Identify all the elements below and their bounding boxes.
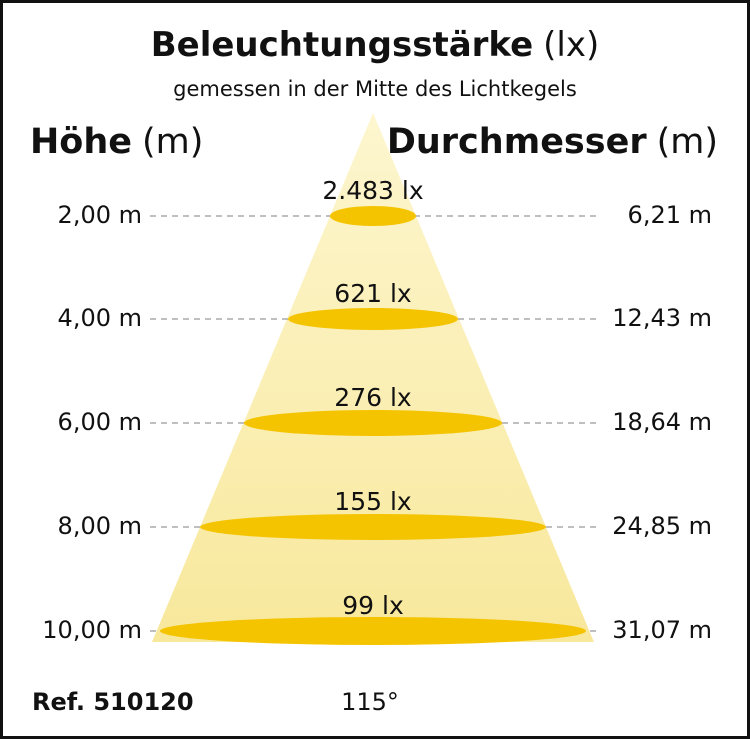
light-spot [288,308,458,330]
diameter-label: 31,07 m [612,616,712,644]
diameter-label: 24,85 m [612,512,712,540]
title-unit: (lx) [543,25,599,65]
left-heading-unit: (m) [142,122,203,162]
diameter-label: 6,21 m [628,201,712,229]
title-text: Beleuchtungsstärke [151,25,533,65]
beam-angle: 115° [341,688,399,716]
height-label: 8,00 m [58,512,142,540]
right-heading-text: Durchmesser [387,122,648,162]
light-spot [200,514,546,540]
height-label: 2,00 m [58,201,142,229]
diameter-label: 12,43 m [612,304,712,332]
illuminance-label: 276 lx [334,383,411,412]
right-heading-unit: (m) [657,122,718,162]
left-heading-text: Höhe [30,122,132,162]
light-cone [152,113,594,642]
right-heading: Durchmesser (m) [387,122,718,162]
light-spot [244,410,502,436]
left-heading: Höhe (m) [30,122,203,162]
diameter-label: 18,64 m [612,408,712,436]
illuminance-label: 99 lx [342,591,404,620]
reference: Ref. 510120 [32,688,194,716]
height-label: 4,00 m [58,304,142,332]
illuminance-label: 155 lx [334,487,411,516]
light-spot [160,617,586,645]
illuminance-label: 621 lx [334,279,411,308]
height-label: 6,00 m [58,408,142,436]
light-spot [330,206,416,226]
title: Beleuchtungsstärke (lx) [151,25,600,65]
height-label: 10,00 m [42,616,142,644]
subtitle: gemessen in der Mitte des Lichtkegels [173,77,577,101]
illuminance-label: 2.483 lx [322,176,423,205]
